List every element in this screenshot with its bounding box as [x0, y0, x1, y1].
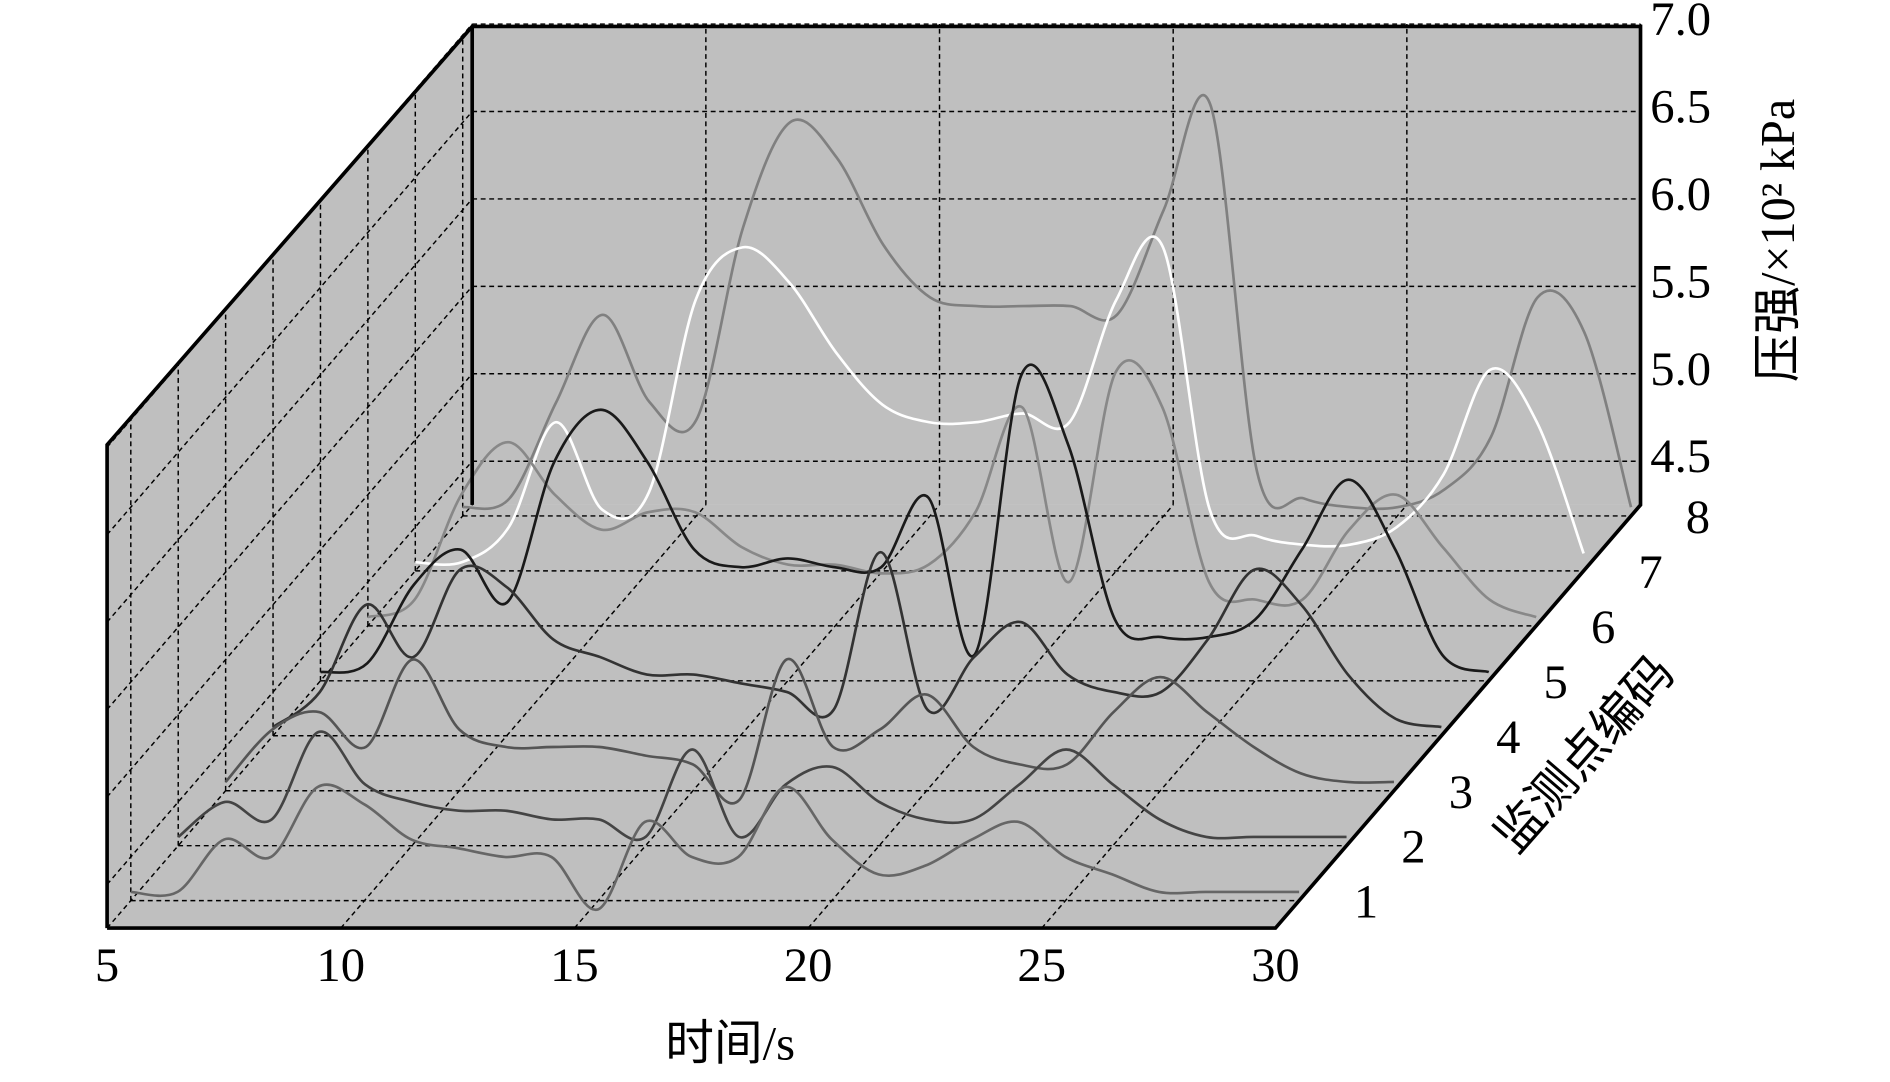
z-tick-label: 4 [1496, 711, 1520, 764]
y-tick-label: 6.0 [1650, 168, 1711, 221]
series-line [130, 783, 1300, 911]
y-tick-label: 5.0 [1650, 343, 1711, 396]
series-line [177, 730, 1347, 842]
grid-line [106, 373, 473, 798]
y-tick-label: 5.5 [1650, 256, 1711, 309]
x-tick-label: 15 [550, 939, 599, 992]
series-line [320, 363, 1490, 674]
series-line [224, 657, 1394, 805]
back-wall [472, 26, 1641, 505]
grid-line [340, 504, 707, 929]
z-tick-label: 5 [1544, 656, 1568, 709]
curves [130, 94, 1633, 911]
z-tick-label: 6 [1591, 601, 1615, 654]
series-line [367, 359, 1537, 619]
z-tick-label: 1 [1354, 876, 1378, 929]
series-line [462, 94, 1633, 511]
left-wall [107, 26, 473, 929]
series-line [415, 235, 1585, 567]
y-tick-label: 7.0 [1650, 0, 1711, 46]
grid-line [1041, 504, 1408, 929]
grid-line [106, 285, 473, 710]
y-axis-label: 压强/×10² kPa [1752, 99, 1805, 382]
grid-line [573, 504, 941, 929]
z-tick-label: 8 [1686, 491, 1710, 544]
grid-line [106, 198, 473, 623]
z-tick-label: 2 [1401, 821, 1425, 874]
z-tick-label: 3 [1449, 766, 1473, 819]
series-line [272, 550, 1442, 729]
x-axis-label: 时间/s [665, 1018, 795, 1071]
floor [107, 504, 1641, 929]
x-tick-label: 20 [784, 939, 833, 992]
x-tick-label: 10 [316, 939, 365, 992]
grid-line [106, 111, 473, 536]
x-tick-label: 25 [1017, 939, 1066, 992]
x-tick-label: 30 [1251, 939, 1300, 992]
y-tick-label: 6.5 [1650, 81, 1711, 134]
frame [105, 24, 1643, 930]
grid-line [106, 460, 473, 885]
y-tick-label: 4.5 [1650, 431, 1711, 484]
x-tick-label: 5 [95, 939, 119, 992]
grid-line [807, 504, 1174, 929]
z-tick-label: 7 [1638, 546, 1662, 599]
